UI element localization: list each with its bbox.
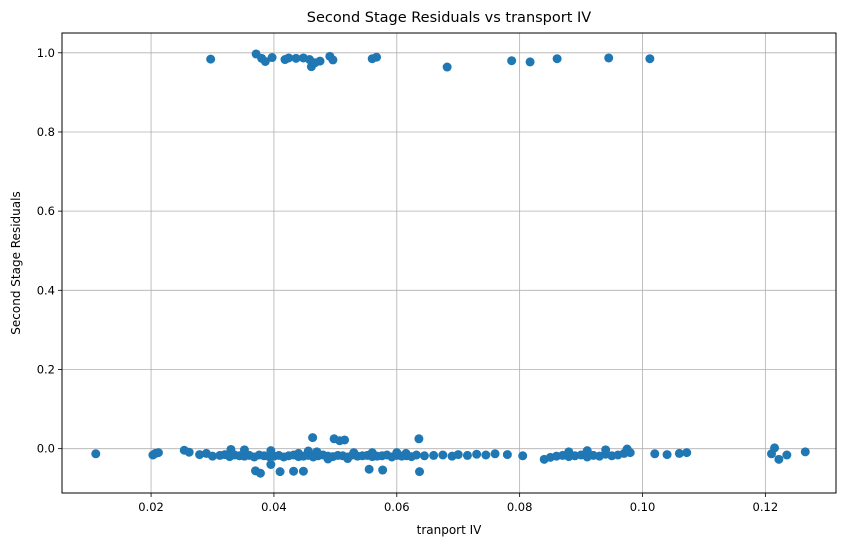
scatter-point (195, 450, 205, 460)
scatter-point (411, 450, 421, 460)
scatter-point (502, 450, 512, 460)
scatter-point (462, 450, 472, 460)
y-tick-label: 1.0 (37, 46, 55, 60)
y-axis-label: Second Stage Residuals (9, 191, 23, 334)
scatter-point (267, 53, 277, 63)
scatter-point (782, 450, 792, 460)
scatter-point (364, 464, 374, 474)
scatter-point (308, 433, 318, 443)
scatter-point (601, 445, 611, 455)
x-tick-label: 0.04 (261, 500, 287, 514)
scatter-point (604, 53, 614, 63)
scatter-point (770, 443, 780, 453)
scatter-point (153, 448, 163, 458)
scatter-point (392, 448, 402, 458)
x-tick-label: 0.12 (753, 500, 779, 514)
grid (62, 33, 836, 493)
scatter-point (564, 447, 574, 457)
scatter-point (582, 446, 592, 456)
scatter-point (91, 449, 101, 459)
scatter-point (774, 454, 784, 464)
scatter-point (266, 459, 276, 469)
scatter-point (481, 450, 491, 460)
scatter-point (303, 446, 313, 456)
scatter-point (645, 54, 655, 64)
y-tick-label: 0.2 (37, 362, 55, 376)
plot-frame (61, 32, 837, 494)
scatter-point (184, 447, 194, 457)
x-tick-label: 0.08 (507, 500, 533, 514)
scatter-point (401, 448, 411, 458)
scatter-point (472, 449, 482, 459)
scatter-point (208, 451, 217, 461)
scatter-point (453, 450, 463, 460)
y-tick-label: 0.4 (37, 283, 55, 297)
x-tick-label: 0.02 (138, 500, 164, 514)
scatter-point (662, 450, 672, 460)
scatter-point (518, 451, 528, 461)
scatter-point (275, 467, 285, 477)
scatter-point (294, 448, 303, 458)
scatter-point (429, 450, 439, 460)
x-axis-label: tranport IV (417, 523, 483, 537)
scatter-point (552, 54, 562, 64)
scatter-point (266, 446, 276, 456)
scatter-point (419, 451, 429, 461)
y-axis: 0.0 0.2 0.4 0.6 0.8 1.0 (37, 46, 62, 456)
scatter-point (438, 450, 448, 460)
x-tick-label: 0.06 (384, 500, 410, 514)
scatter-point (415, 467, 425, 477)
scatter-point (323, 454, 333, 464)
scatter-point (349, 448, 359, 458)
scatter-point (226, 444, 236, 454)
scatter-point (682, 448, 692, 458)
scatter-point (289, 466, 299, 476)
scatter-point (414, 434, 424, 444)
scatter-point (206, 54, 216, 64)
scatter-point (255, 468, 265, 478)
scatter-point (800, 447, 810, 457)
scatter-point (312, 447, 322, 457)
scatter-point (372, 52, 382, 62)
scatter-point (340, 435, 350, 445)
data-points (91, 49, 810, 478)
y-tick-label: 0.8 (37, 125, 55, 139)
scatter-point (650, 449, 660, 459)
scatter-point (239, 445, 249, 455)
scatter-point (507, 56, 517, 66)
scatter-point (622, 444, 632, 454)
scatter-point (298, 466, 308, 476)
scatter-point (291, 53, 301, 63)
scatter-point (367, 448, 377, 458)
y-tick-label: 0.0 (37, 442, 55, 456)
scatter-point (328, 55, 338, 65)
scatter-point (284, 53, 294, 63)
x-tick-label: 0.10 (630, 500, 656, 514)
scatter-point (442, 62, 452, 72)
y-tick-label: 0.6 (37, 204, 55, 218)
x-axis: 0.02 0.04 0.06 0.08 0.10 0.12 (138, 493, 778, 514)
scatter-point (260, 57, 270, 67)
scatter-point (343, 454, 353, 464)
scatter-point (674, 448, 684, 458)
scatter-point (525, 57, 535, 67)
chart-title: Second Stage Residuals vs transport IV (307, 10, 592, 26)
scatter-point (378, 465, 388, 475)
scatter-point (490, 449, 500, 459)
scatter-point (315, 56, 325, 66)
